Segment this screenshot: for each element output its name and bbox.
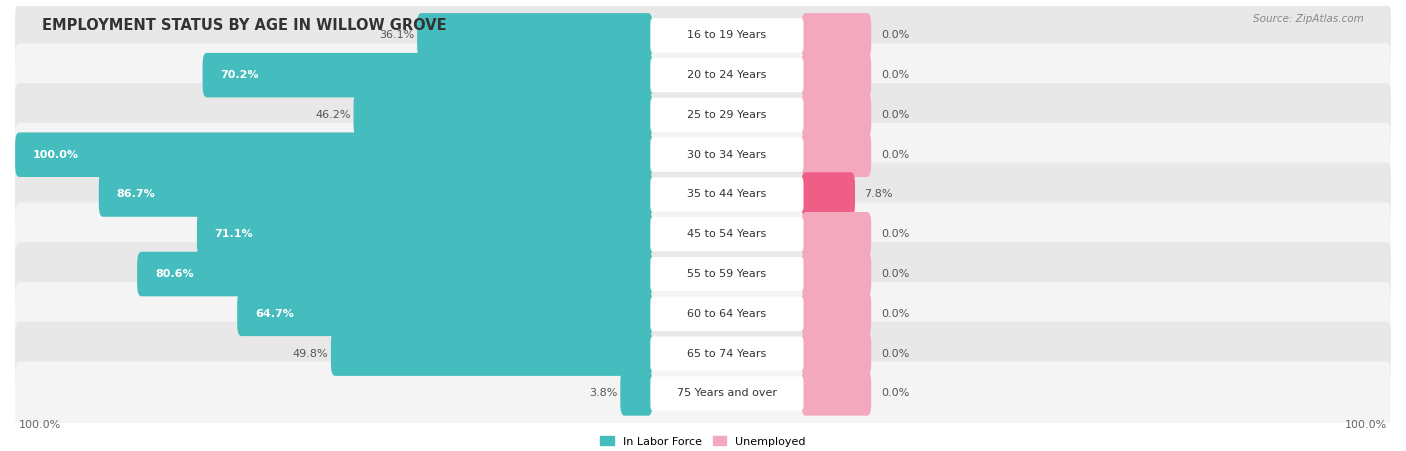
Text: 36.1%: 36.1% <box>380 30 415 41</box>
FancyBboxPatch shape <box>651 336 803 371</box>
FancyBboxPatch shape <box>651 138 803 172</box>
FancyBboxPatch shape <box>801 291 872 336</box>
Text: 75 Years and over: 75 Years and over <box>676 388 778 398</box>
FancyBboxPatch shape <box>801 53 872 97</box>
FancyBboxPatch shape <box>651 18 803 52</box>
Text: 7.8%: 7.8% <box>865 189 893 199</box>
Text: 100.0%: 100.0% <box>32 150 79 160</box>
FancyBboxPatch shape <box>202 53 652 97</box>
FancyBboxPatch shape <box>15 163 1391 226</box>
FancyBboxPatch shape <box>801 371 872 416</box>
Text: 0.0%: 0.0% <box>880 309 910 319</box>
FancyBboxPatch shape <box>15 242 1391 306</box>
FancyBboxPatch shape <box>15 83 1391 147</box>
Text: 100.0%: 100.0% <box>20 420 62 430</box>
FancyBboxPatch shape <box>353 92 652 137</box>
FancyBboxPatch shape <box>197 212 652 257</box>
Text: 35 to 44 Years: 35 to 44 Years <box>688 189 766 199</box>
Text: 55 to 59 Years: 55 to 59 Years <box>688 269 766 279</box>
Text: 0.0%: 0.0% <box>880 229 910 239</box>
Text: 0.0%: 0.0% <box>880 70 910 80</box>
Text: 3.8%: 3.8% <box>589 388 617 398</box>
FancyBboxPatch shape <box>651 376 803 410</box>
Text: 16 to 19 Years: 16 to 19 Years <box>688 30 766 41</box>
Text: 70.2%: 70.2% <box>221 70 259 80</box>
FancyBboxPatch shape <box>15 322 1391 386</box>
FancyBboxPatch shape <box>15 362 1391 425</box>
FancyBboxPatch shape <box>651 177 803 212</box>
Text: 64.7%: 64.7% <box>254 309 294 319</box>
FancyBboxPatch shape <box>651 98 803 132</box>
FancyBboxPatch shape <box>418 13 652 58</box>
Text: Source: ZipAtlas.com: Source: ZipAtlas.com <box>1253 14 1364 23</box>
FancyBboxPatch shape <box>801 92 872 137</box>
Text: 45 to 54 Years: 45 to 54 Years <box>688 229 766 239</box>
Text: 30 to 34 Years: 30 to 34 Years <box>688 150 766 160</box>
FancyBboxPatch shape <box>620 371 652 416</box>
Legend: In Labor Force, Unemployed: In Labor Force, Unemployed <box>596 432 810 451</box>
Text: 0.0%: 0.0% <box>880 388 910 398</box>
Text: 46.2%: 46.2% <box>315 110 352 120</box>
Text: 80.6%: 80.6% <box>155 269 194 279</box>
FancyBboxPatch shape <box>801 13 872 58</box>
FancyBboxPatch shape <box>238 291 652 336</box>
Text: 0.0%: 0.0% <box>880 110 910 120</box>
FancyBboxPatch shape <box>138 252 652 296</box>
Text: 71.1%: 71.1% <box>215 229 253 239</box>
Text: 60 to 64 Years: 60 to 64 Years <box>688 309 766 319</box>
Text: 49.8%: 49.8% <box>292 349 328 359</box>
FancyBboxPatch shape <box>15 282 1391 345</box>
FancyBboxPatch shape <box>15 123 1391 187</box>
Text: 0.0%: 0.0% <box>880 150 910 160</box>
Text: EMPLOYMENT STATUS BY AGE IN WILLOW GROVE: EMPLOYMENT STATUS BY AGE IN WILLOW GROVE <box>42 18 447 33</box>
FancyBboxPatch shape <box>15 4 1391 67</box>
FancyBboxPatch shape <box>15 133 652 177</box>
FancyBboxPatch shape <box>801 172 855 217</box>
Text: 0.0%: 0.0% <box>880 269 910 279</box>
Text: 25 to 29 Years: 25 to 29 Years <box>688 110 766 120</box>
FancyBboxPatch shape <box>15 43 1391 107</box>
FancyBboxPatch shape <box>801 133 872 177</box>
Text: 65 to 74 Years: 65 to 74 Years <box>688 349 766 359</box>
FancyBboxPatch shape <box>651 217 803 251</box>
FancyBboxPatch shape <box>651 297 803 331</box>
FancyBboxPatch shape <box>651 257 803 291</box>
Text: 20 to 24 Years: 20 to 24 Years <box>688 70 766 80</box>
FancyBboxPatch shape <box>330 331 652 376</box>
FancyBboxPatch shape <box>15 202 1391 266</box>
FancyBboxPatch shape <box>801 252 872 296</box>
FancyBboxPatch shape <box>801 331 872 376</box>
Text: 100.0%: 100.0% <box>1344 420 1386 430</box>
Text: 0.0%: 0.0% <box>880 349 910 359</box>
FancyBboxPatch shape <box>651 58 803 92</box>
FancyBboxPatch shape <box>801 212 872 257</box>
FancyBboxPatch shape <box>98 172 652 217</box>
Text: 86.7%: 86.7% <box>117 189 155 199</box>
Text: 0.0%: 0.0% <box>880 30 910 41</box>
